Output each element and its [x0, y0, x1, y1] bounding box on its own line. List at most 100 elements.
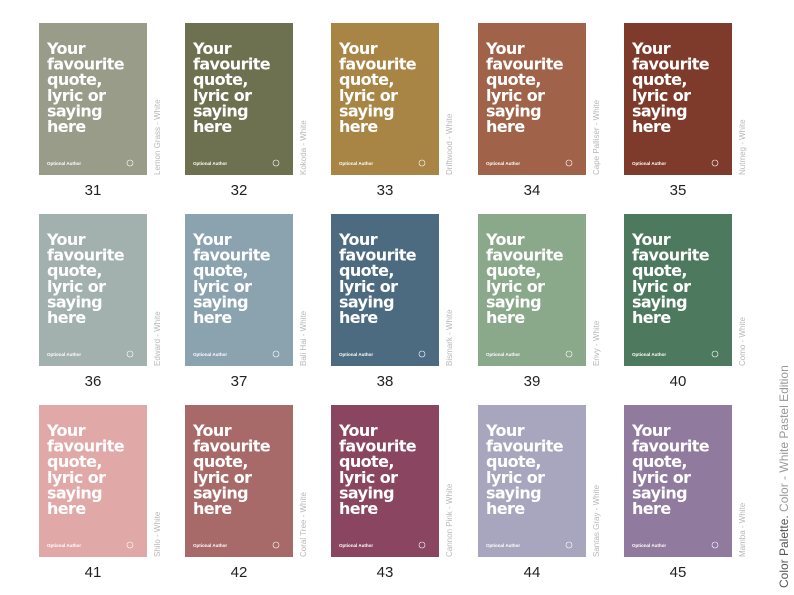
- quote-line: here: [486, 499, 525, 518]
- author: Optional Author: [486, 352, 520, 357]
- poster: [624, 23, 732, 175]
- title-sub: Color - White Pastel Edition: [777, 365, 791, 512]
- quote-line: favourite: [339, 55, 417, 74]
- quote-line: here: [339, 499, 378, 518]
- quote-line: quote,: [339, 70, 394, 89]
- color-name: Santas Gray - White: [592, 484, 601, 557]
- quote-line: saying: [486, 292, 541, 311]
- quote-line: lyric or: [632, 468, 691, 487]
- quote-line: lyric or: [632, 86, 691, 105]
- quote-line: saying: [339, 292, 394, 311]
- sheet-title: Color Palette. Color - White Pastel Edit…: [777, 365, 791, 588]
- card-number: 33: [377, 182, 394, 199]
- quote-line: favourite: [47, 246, 125, 265]
- quote-line: here: [193, 308, 232, 327]
- quote-line: Your: [485, 421, 525, 440]
- quote-line: lyric or: [47, 468, 106, 487]
- card-number: 36: [85, 373, 102, 390]
- quote-line: lyric or: [339, 86, 398, 105]
- quote-line: favourite: [339, 246, 417, 265]
- card-number: 43: [377, 564, 394, 581]
- quote-line: Your: [485, 39, 525, 58]
- author: Optional Author: [632, 161, 666, 166]
- author: Optional Author: [193, 161, 227, 166]
- poster: [39, 405, 147, 557]
- quote-line: Your: [46, 39, 86, 58]
- author: Optional Author: [193, 352, 227, 357]
- quote-line: saying: [193, 483, 248, 502]
- color-name: Bali Hai - White: [299, 310, 308, 366]
- author: Optional Author: [47, 543, 81, 548]
- color-name: Bismark - White: [445, 309, 454, 366]
- quote-line: quote,: [193, 70, 248, 89]
- card-number: 38: [377, 373, 394, 390]
- quote-line: here: [632, 308, 671, 327]
- quote-line: Your: [192, 230, 232, 249]
- card-number: 44: [524, 564, 541, 581]
- quote-line: here: [632, 499, 671, 518]
- logo-mark: [126, 541, 134, 549]
- quote-line: lyric or: [486, 468, 545, 487]
- poster: [331, 405, 439, 557]
- logo-mark: [565, 541, 573, 549]
- quote-line: lyric or: [193, 468, 252, 487]
- quote-line: saying: [339, 101, 394, 120]
- quote-line: here: [486, 308, 525, 327]
- quote-line: lyric or: [193, 277, 252, 296]
- quote-line: quote,: [47, 70, 102, 89]
- quote-line: lyric or: [47, 86, 106, 105]
- card-number: 45: [670, 564, 687, 581]
- color-name: Envy - White: [592, 320, 601, 366]
- logo-mark: [565, 159, 573, 167]
- author: Optional Author: [47, 352, 81, 357]
- quote-line: quote,: [339, 261, 394, 280]
- quote-line: Your: [338, 421, 378, 440]
- color-name: Shilo - White: [153, 511, 162, 557]
- quote-line: Your: [631, 230, 671, 249]
- quote-line: quote,: [193, 261, 248, 280]
- card-number: 41: [85, 564, 102, 581]
- quote-line: lyric or: [47, 277, 106, 296]
- logo-mark: [418, 159, 426, 167]
- quote-line: Your: [338, 39, 378, 58]
- card-number: 37: [231, 373, 248, 390]
- logo-mark: [711, 350, 719, 358]
- quote-line: Your: [192, 421, 232, 440]
- author: Optional Author: [486, 543, 520, 548]
- quote-line: Your: [338, 230, 378, 249]
- poster: [478, 214, 586, 366]
- quote-line: quote,: [193, 452, 248, 471]
- quote-line: lyric or: [339, 468, 398, 487]
- quote-line: saying: [193, 101, 248, 120]
- quote-line: saying: [632, 292, 687, 311]
- quote-line: lyric or: [632, 277, 691, 296]
- poster: [185, 23, 293, 175]
- author: Optional Author: [339, 161, 373, 166]
- poster: [39, 214, 147, 366]
- quote-line: saying: [339, 483, 394, 502]
- quote-line: quote,: [632, 452, 687, 471]
- poster: [478, 405, 586, 557]
- quote-line: here: [339, 308, 378, 327]
- quote-line: quote,: [486, 261, 541, 280]
- quote-line: favourite: [486, 246, 564, 265]
- author: Optional Author: [486, 161, 520, 166]
- card-number: 31: [85, 182, 102, 199]
- quote-line: favourite: [339, 437, 417, 456]
- author: Optional Author: [47, 161, 81, 166]
- quote-line: favourite: [632, 437, 710, 456]
- logo-mark: [272, 159, 280, 167]
- quote-line: saying: [193, 292, 248, 311]
- logo-mark: [711, 541, 719, 549]
- quote-line: quote,: [486, 452, 541, 471]
- quote-line: here: [47, 117, 86, 136]
- logo-mark: [126, 350, 134, 358]
